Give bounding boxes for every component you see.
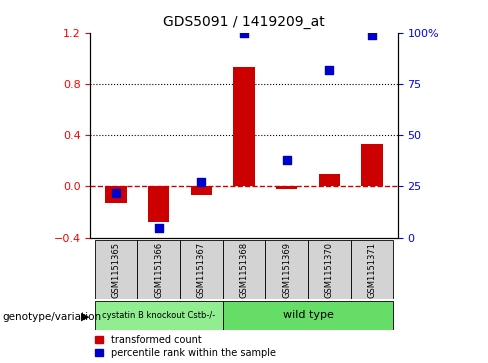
Bar bbox=[276, 187, 297, 189]
Text: GSM1151371: GSM1151371 bbox=[367, 241, 377, 298]
Bar bbox=[137, 240, 180, 299]
Text: GSM1151368: GSM1151368 bbox=[240, 241, 248, 298]
Text: GSM1151370: GSM1151370 bbox=[325, 241, 334, 298]
Point bbox=[325, 67, 333, 73]
Bar bbox=[223, 240, 265, 299]
Bar bbox=[308, 240, 351, 299]
Text: genotype/variation: genotype/variation bbox=[2, 311, 102, 322]
Bar bbox=[265, 240, 308, 299]
Bar bbox=[180, 240, 223, 299]
Text: GSM1151366: GSM1151366 bbox=[154, 241, 163, 298]
Text: GSM1151369: GSM1151369 bbox=[282, 241, 291, 298]
Bar bbox=[191, 187, 212, 195]
Text: ▶: ▶ bbox=[81, 311, 90, 322]
Point bbox=[155, 225, 163, 231]
Bar bbox=[319, 174, 340, 187]
Bar bbox=[95, 240, 137, 299]
Legend: transformed count, percentile rank within the sample: transformed count, percentile rank withi… bbox=[95, 335, 276, 358]
Point bbox=[240, 30, 248, 36]
Title: GDS5091 / 1419209_at: GDS5091 / 1419209_at bbox=[163, 15, 325, 29]
Bar bbox=[362, 144, 383, 187]
Point bbox=[283, 157, 291, 163]
Point bbox=[112, 190, 120, 196]
Text: wild type: wild type bbox=[283, 310, 333, 321]
Bar bbox=[351, 240, 393, 299]
Bar bbox=[233, 67, 255, 187]
Text: cystatin B knockout Cstb-/-: cystatin B knockout Cstb-/- bbox=[102, 311, 215, 320]
Bar bbox=[148, 187, 169, 223]
Text: GSM1151367: GSM1151367 bbox=[197, 241, 206, 298]
Text: GSM1151365: GSM1151365 bbox=[111, 241, 121, 298]
Bar bbox=[105, 187, 126, 203]
Bar bbox=[223, 301, 393, 330]
Bar bbox=[95, 301, 223, 330]
Point bbox=[197, 179, 205, 185]
Point bbox=[368, 32, 376, 38]
